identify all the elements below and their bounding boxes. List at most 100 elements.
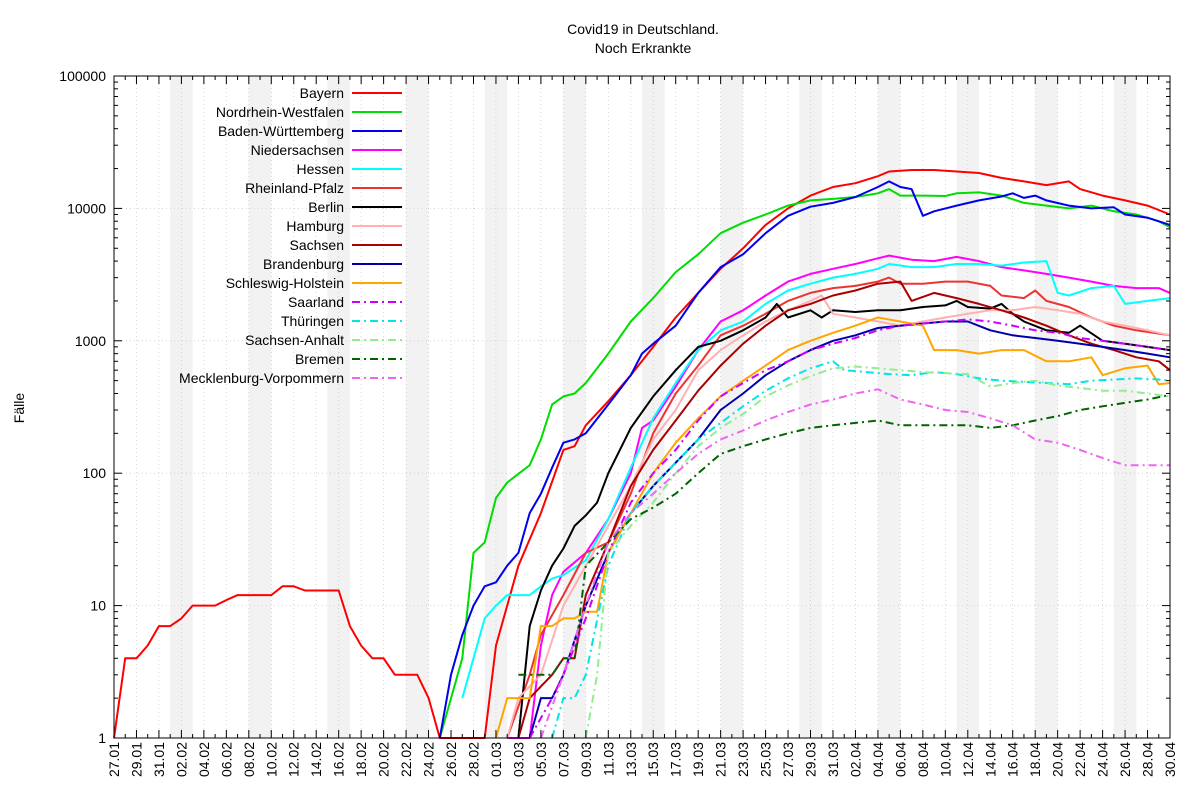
x-tick-label: 23.03: [735, 742, 751, 777]
x-tick-label: 13.03: [623, 742, 639, 777]
series-line-bayern: [113, 169, 1171, 739]
weekend-band: [720, 76, 744, 738]
y-tick-label: 10: [90, 598, 106, 614]
legend-label: Bremen: [295, 351, 344, 367]
series-line-hamburg: [506, 294, 1171, 739]
series-line-schleswig-holstein: [495, 316, 1171, 739]
series-line-mecklenburg-vorpommern: [539, 388, 1170, 739]
legend-label: Saarland: [288, 294, 344, 310]
legend-label: Hessen: [297, 161, 344, 177]
x-tick-label: 09.03: [578, 742, 594, 777]
axis-ticks: 1 10 100 1000 10000 100000 27.01 29.01 31.01 02.0…: [59, 68, 1178, 777]
legend: Bayern Nordrhein-Westfalen Baden-Württembe…: [179, 85, 402, 386]
y-tick-label: 1: [98, 730, 106, 746]
x-tick-label: 01.03: [488, 742, 504, 777]
x-tick-label: 12.04: [960, 742, 976, 777]
x-tick-label: 10.04: [937, 742, 953, 777]
x-tick-label: 22.02: [398, 742, 414, 777]
x-tick-label: 08.02: [241, 742, 257, 777]
x-tick-label: 04.04: [870, 742, 886, 777]
x-tick-label: 16.02: [331, 742, 347, 777]
weekend-band: [484, 76, 508, 738]
weekend-band: [170, 76, 193, 738]
x-tick-label: 14.02: [308, 742, 324, 777]
x-tick-label: 16.04: [1005, 742, 1021, 777]
x-tick-label: 02.02: [173, 742, 189, 777]
legend-label: Mecklenburg-Vorpommern: [179, 370, 344, 386]
x-tick-label: 06.04: [892, 742, 908, 777]
weekend-band: [1035, 76, 1058, 738]
chart-title: Covid19 in Deutschland.: [567, 21, 719, 37]
weekend-band: [406, 76, 429, 738]
series-line-saarland: [528, 318, 1171, 739]
weekend-band: [327, 76, 350, 738]
x-tick-label: 26.04: [1117, 742, 1133, 777]
x-tick-label: 27.01: [106, 742, 122, 777]
weekend-band: [642, 76, 665, 738]
x-tick-label: 07.03: [555, 742, 571, 777]
x-tick-label: 03.03: [510, 742, 526, 777]
x-tick-label: 28.04: [1140, 742, 1156, 777]
x-tick-label: 04.02: [196, 742, 212, 777]
legend-label: Bayern: [300, 85, 344, 101]
x-tick-label: 22.04: [1072, 742, 1088, 777]
x-tick-label: 11.03: [600, 742, 616, 776]
series-line-sachsen: [517, 280, 1171, 739]
x-tick-label: 21.03: [713, 742, 729, 777]
x-tick-label: 19.03: [690, 742, 706, 777]
series-line-berlin: [517, 299, 1171, 739]
legend-label: Schleswig-Holstein: [226, 275, 344, 291]
weekend-band: [248, 76, 272, 738]
weekend-band: [1113, 76, 1137, 738]
legend-label: Baden-Württemberg: [218, 123, 344, 139]
legend-label: Rheinland-Pfalz: [245, 180, 344, 196]
x-tick-label: 20.04: [1050, 742, 1066, 777]
weekend-band: [956, 76, 980, 738]
legend-label: Hamburg: [286, 218, 344, 234]
legend-label: Brandenburg: [263, 256, 344, 272]
y-tick-label: 100: [83, 465, 107, 481]
legend-label: Berlin: [308, 199, 344, 215]
x-tick-label: 24.04: [1095, 742, 1111, 777]
legend-label: Niedersachsen: [251, 142, 344, 158]
x-tick-label: 31.01: [151, 742, 167, 777]
x-tick-label: 25.03: [758, 742, 774, 777]
series-line-bremen: [518, 393, 1171, 676]
series-line-baden-w-rttemberg: [438, 180, 1171, 739]
x-tick-label: 26.02: [443, 742, 459, 777]
x-tick-label: 05.03: [533, 742, 549, 777]
legend-label: Nordrhein-Westfalen: [216, 104, 344, 120]
series-line-th-ringen: [551, 360, 1171, 739]
x-tick-label: 18.04: [1027, 742, 1043, 777]
x-tick-label: 08.04: [915, 742, 931, 777]
series-line-sachsen-anhalt: [584, 365, 1171, 739]
legend-label: Thüringen: [281, 313, 344, 329]
y-tick-label: 100000: [59, 68, 106, 84]
x-tick-label: 29.01: [128, 742, 144, 777]
x-tick-label: 30.04: [1162, 742, 1178, 777]
legend-label: Sachsen: [290, 237, 344, 253]
legend-label: Sachsen-Anhalt: [245, 332, 344, 348]
y-axis-label: Fälle: [11, 393, 27, 424]
weekend-band: [877, 76, 901, 738]
x-tick-label: 17.03: [668, 742, 684, 777]
x-tick-label: 15.03: [645, 742, 661, 777]
series-line-nordrhein-westfalen: [438, 188, 1171, 739]
x-tick-label: 10.02: [263, 742, 279, 777]
x-tick-label: 02.04: [847, 742, 863, 777]
weekend-band: [799, 76, 822, 738]
series-line-niedersachsen: [507, 254, 1171, 739]
x-tick-label: 06.02: [218, 742, 234, 777]
x-tick-label: 27.03: [780, 742, 796, 777]
x-tick-label: 14.04: [982, 742, 998, 777]
x-tick-label: 28.02: [465, 742, 481, 777]
x-tick-label: 18.02: [353, 742, 369, 777]
x-tick-label: 24.02: [421, 742, 437, 777]
chart-subtitle: Noch Erkrankte: [595, 40, 692, 56]
x-tick-label: 31.03: [825, 742, 841, 777]
x-tick-label: 20.02: [376, 742, 392, 777]
y-tick-label: 10000: [67, 200, 106, 216]
x-tick-label: 29.03: [803, 742, 819, 777]
y-tick-label: 1000: [75, 333, 106, 349]
